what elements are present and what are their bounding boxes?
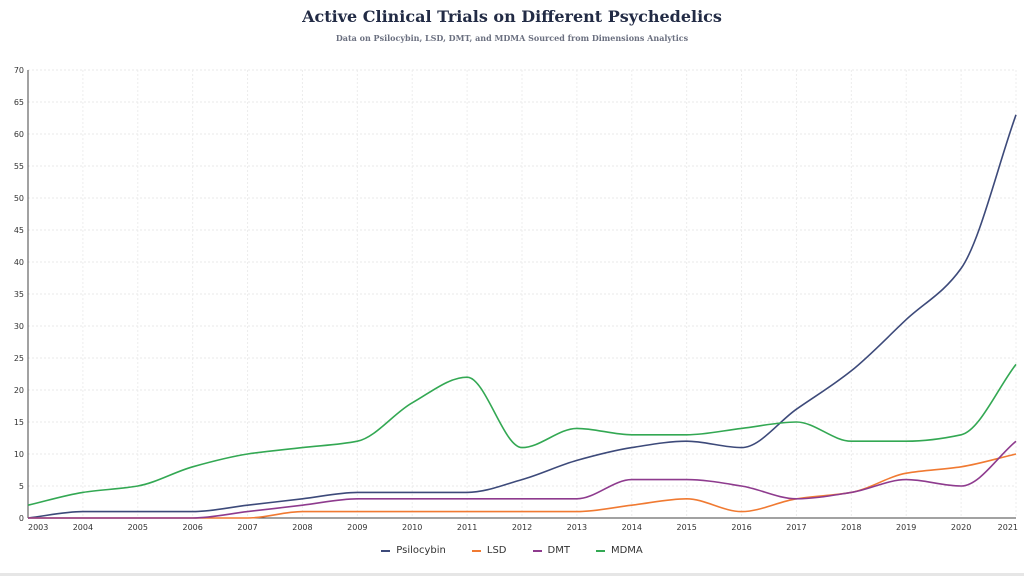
legend-item-mdma[interactable]: MDMA: [595, 545, 643, 556]
legend-item-psilocybin[interactable]: Psilocybin: [381, 545, 446, 556]
x-tick-label: 2013: [567, 523, 587, 532]
y-tick-label: 20: [14, 386, 24, 395]
y-tick-label: 70: [14, 66, 24, 75]
x-tick-label: 2020: [951, 523, 971, 532]
x-tick-label: 2007: [237, 523, 257, 532]
series-lines: [27, 114, 1017, 519]
chart-subtitle: Data on Psilocybin, LSD, DMT, and MDMA S…: [335, 33, 689, 43]
x-tick-label: 2021: [998, 523, 1018, 532]
x-tick-label: 2003: [28, 523, 48, 532]
x-tick-label: 2017: [786, 523, 806, 532]
x-tick-label: 2019: [896, 523, 916, 532]
x-tick-label: 2016: [731, 523, 751, 532]
y-tick-label: 10: [14, 450, 24, 459]
x-tick-label: 2005: [128, 523, 148, 532]
y-tick-label: 55: [14, 162, 24, 171]
x-tick-label: 2004: [73, 523, 93, 532]
x-tick-label: 2012: [512, 523, 532, 532]
series-line-mdma: [27, 363, 1017, 506]
legend: Psilocybin LSD DMT MDMA: [0, 545, 1024, 556]
legend-item-lsd[interactable]: LSD: [471, 545, 507, 556]
y-tick-label: 30: [14, 322, 24, 331]
legend-label: MDMA: [610, 545, 643, 556]
x-tick-label: 2010: [402, 523, 422, 532]
grid-lines: [27, 69, 1017, 518]
x-tick-label: 2018: [841, 523, 861, 532]
y-tick-label: 60: [14, 130, 24, 139]
legend-swatch: [595, 549, 605, 552]
y-tick-label: 65: [14, 98, 24, 107]
x-tick-label: 2008: [292, 523, 312, 532]
y-tick-label: 0: [19, 514, 24, 523]
legend-label: DMT: [547, 545, 570, 556]
y-tick-label: 45: [14, 226, 24, 235]
y-tick-label: 50: [14, 194, 24, 203]
legend-swatch: [532, 549, 542, 552]
legend-swatch: [471, 549, 481, 552]
x-tick-label: 2006: [182, 523, 202, 532]
y-tick-label: 15: [14, 418, 24, 427]
x-tick-label: 2015: [676, 523, 696, 532]
legend-label: Psilocybin: [396, 545, 446, 556]
x-tick-label: 2009: [347, 523, 367, 532]
legend-label: LSD: [486, 545, 507, 556]
y-tick-label: 5: [19, 482, 24, 491]
x-tick-label: 2011: [457, 523, 477, 532]
series-line-dmt: [28, 440, 1017, 519]
legend-item-dmt[interactable]: DMT: [532, 545, 570, 556]
x-tick-label: 2014: [622, 523, 642, 532]
y-tick-label: 35: [14, 290, 24, 299]
legend-swatch: [381, 549, 391, 552]
chart-title: Active Clinical Trials on Different Psyc…: [302, 7, 722, 26]
series-line-psilocybin: [27, 114, 1017, 519]
y-tick-label: 25: [14, 354, 24, 363]
tick-labels: 0 5 10 15 20 25 30 35 40 45 50 55 60 65 70 2003 2004 2005…: [14, 66, 1018, 532]
y-tick-label: 40: [14, 258, 24, 267]
